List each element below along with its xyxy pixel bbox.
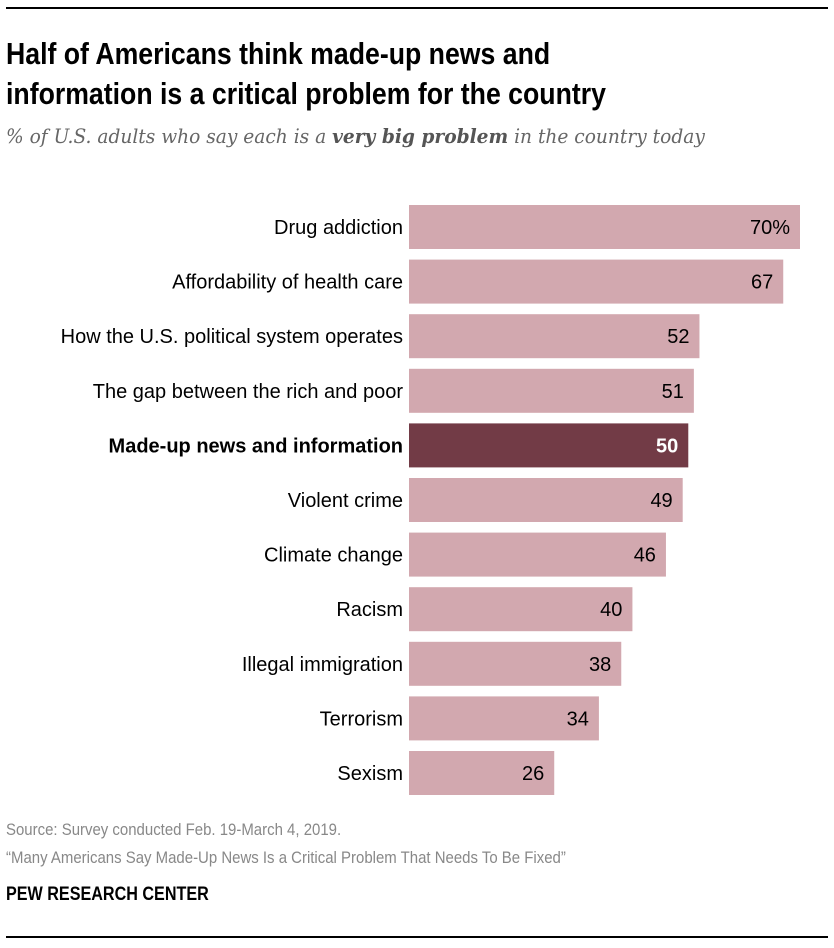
bar <box>409 641 622 686</box>
report-title: “Many Americans Say Made-Up News Is a Cr… <box>6 848 566 867</box>
bar <box>409 478 683 522</box>
chart-subtitle: % of U.S. adults who say each is a very … <box>6 124 705 148</box>
bar <box>409 368 694 413</box>
category-label: The gap between the rich and poor <box>93 381 404 403</box>
subtitle-emphasis: very big problem <box>332 124 509 148</box>
bar <box>409 423 689 468</box>
category-label: How the U.S. political system operates <box>61 326 403 348</box>
bar <box>409 751 555 795</box>
value-label: 26 <box>522 763 544 785</box>
category-label: Drug addiction <box>274 217 403 239</box>
bar <box>409 314 700 359</box>
value-label: 49 <box>650 490 672 512</box>
category-label: Violent crime <box>288 490 403 512</box>
category-label: Racism <box>336 599 403 621</box>
subtitle-post: in the country today <box>508 124 705 148</box>
value-label: 38 <box>589 654 611 676</box>
value-label: 34 <box>567 708 589 730</box>
category-label: Sexism <box>337 763 403 785</box>
category-label: Made-up news and information <box>109 435 403 457</box>
value-label: 70% <box>750 217 790 239</box>
title-line-1: Half of Americans think made-up news and <box>6 36 551 71</box>
value-label: 52 <box>667 326 689 348</box>
value-label: 46 <box>634 545 656 567</box>
brand-logo: PEW RESEARCH CENTER <box>6 884 209 905</box>
category-label: Climate change <box>264 545 403 567</box>
value-label: 51 <box>662 381 684 403</box>
value-label: 67 <box>751 272 773 294</box>
value-label: 40 <box>600 599 622 621</box>
bar <box>409 696 599 741</box>
bar <box>409 532 666 577</box>
subtitle-pre: % of U.S. adults who say each is a <box>6 124 333 148</box>
chart-title: Half of Americans think made-up news and… <box>6 34 606 114</box>
value-label: 50 <box>656 435 678 457</box>
category-label: Illegal immigration <box>242 654 403 676</box>
title-line-2: information is a critical problem for th… <box>6 76 606 111</box>
top-rule <box>6 7 828 9</box>
category-label: Affordability of health care <box>172 272 403 294</box>
bar <box>409 259 784 304</box>
bottom-rule <box>6 936 828 938</box>
bar <box>409 587 633 632</box>
category-label: Terrorism <box>320 708 403 730</box>
source-note: Source: Survey conducted Feb. 19-March 4… <box>6 820 342 839</box>
bar <box>409 205 800 249</box>
